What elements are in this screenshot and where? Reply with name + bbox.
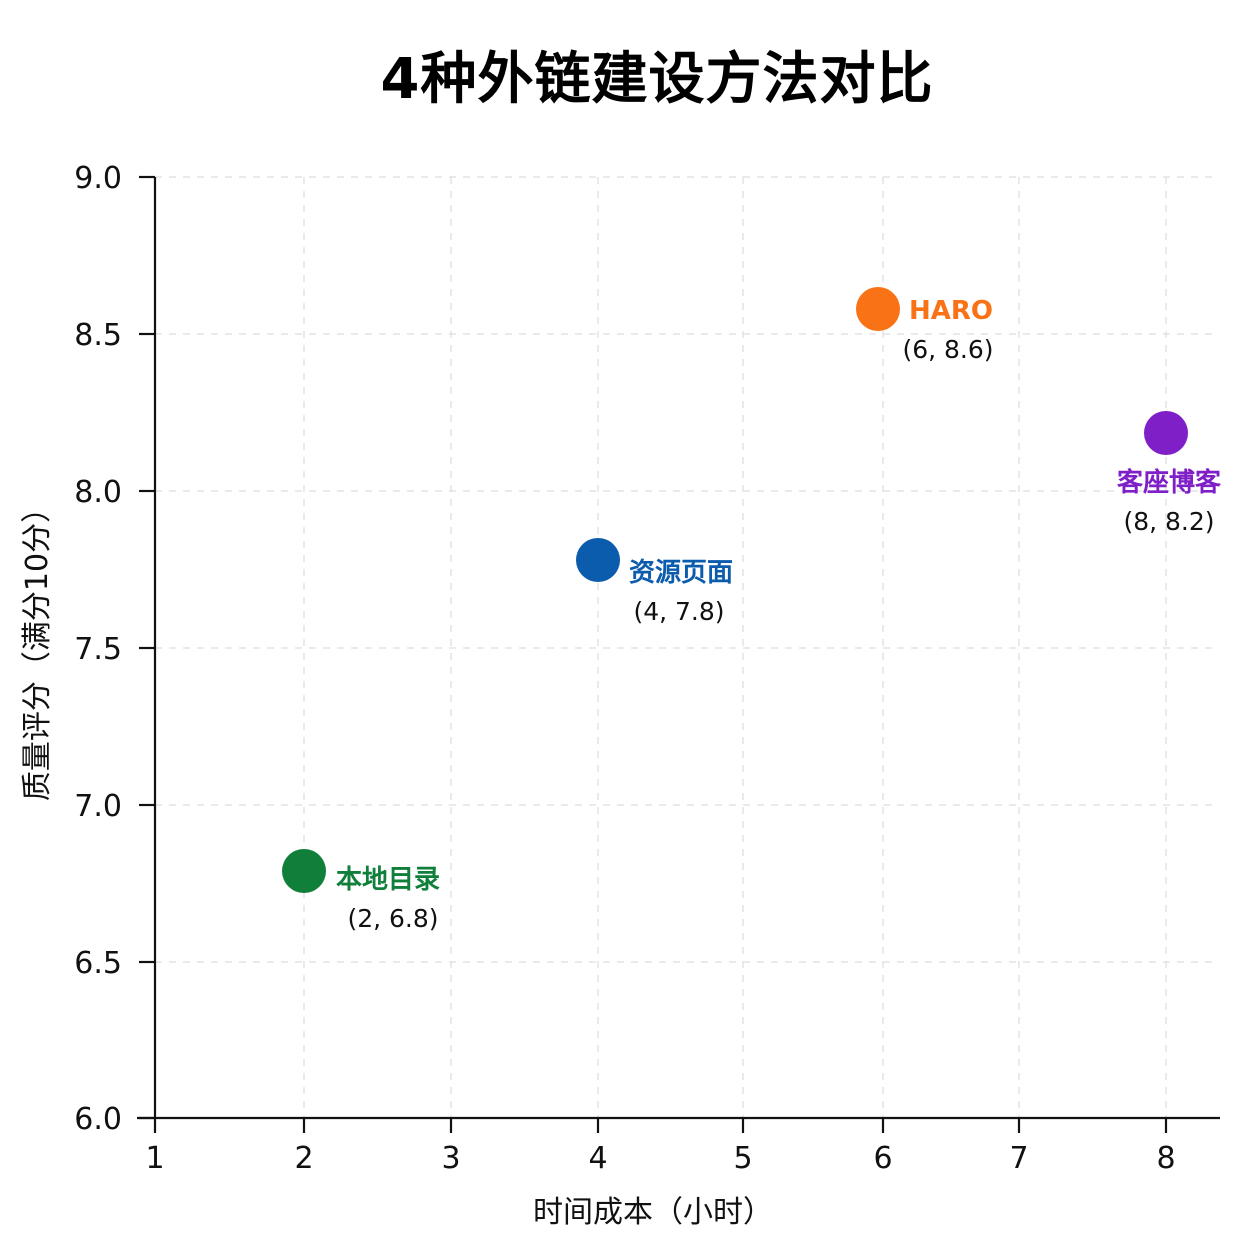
x-tick-label: 4 xyxy=(588,1141,607,1176)
x-tick-labels: 1 2 3 4 5 6 7 8 xyxy=(145,1141,1175,1176)
y-tick-label: 6.5 xyxy=(74,946,122,981)
point-name-label: 客座博客 xyxy=(1117,467,1222,498)
point-marker[interactable] xyxy=(1144,411,1188,455)
data-point-guest-blog[interactable]: 客座博客 (8, 8.2) xyxy=(1117,411,1222,536)
y-tick-label: 6.0 xyxy=(74,1102,122,1137)
y-axis-title: 质量评分（满分10分） xyxy=(20,493,55,801)
data-point-local-directory[interactable]: 本地目录 (2, 6.8) xyxy=(282,849,440,933)
y-tick-label: 7.0 xyxy=(74,789,122,824)
x-tick-label: 7 xyxy=(1009,1141,1028,1176)
y-tick-label: 8.0 xyxy=(74,475,122,510)
y-tick-label: 7.5 xyxy=(74,632,122,667)
point-coord-label: (6, 8.6) xyxy=(902,335,993,364)
gridlines xyxy=(155,176,1218,1118)
x-axis-title: 时间成本（小时） xyxy=(533,1195,773,1230)
x-tick-label: 2 xyxy=(294,1141,313,1176)
x-tick-label: 6 xyxy=(873,1141,892,1176)
y-tick-labels: 6.0 6.5 7.0 7.5 8.0 8.5 9.0 xyxy=(74,161,122,1137)
x-tick-label: 1 xyxy=(145,1141,164,1176)
point-marker[interactable] xyxy=(576,538,620,582)
point-name-label: HARO xyxy=(909,296,993,326)
chart-title: 4种外链建设方法对比 xyxy=(380,47,934,112)
data-point-haro[interactable]: HARO (6, 8.6) xyxy=(856,287,994,364)
point-name-label: 资源页面 xyxy=(629,558,733,588)
y-tick-label: 8.5 xyxy=(74,318,122,353)
point-coord-label: (4, 7.8) xyxy=(633,597,724,626)
point-coord-label: (2, 6.8) xyxy=(347,904,438,933)
point-coord-label: (8, 8.2) xyxy=(1123,507,1214,536)
point-marker[interactable] xyxy=(282,849,326,893)
x-tick-label: 5 xyxy=(733,1141,752,1176)
axes xyxy=(137,175,1220,1133)
x-tick-label: 8 xyxy=(1156,1141,1175,1176)
point-name-label: 本地目录 xyxy=(336,865,440,895)
x-tick-label: 3 xyxy=(441,1141,460,1176)
point-marker[interactable] xyxy=(856,287,900,331)
data-point-resource-page[interactable]: 资源页面 (4, 7.8) xyxy=(576,538,733,626)
y-tick-label: 9.0 xyxy=(74,161,122,196)
